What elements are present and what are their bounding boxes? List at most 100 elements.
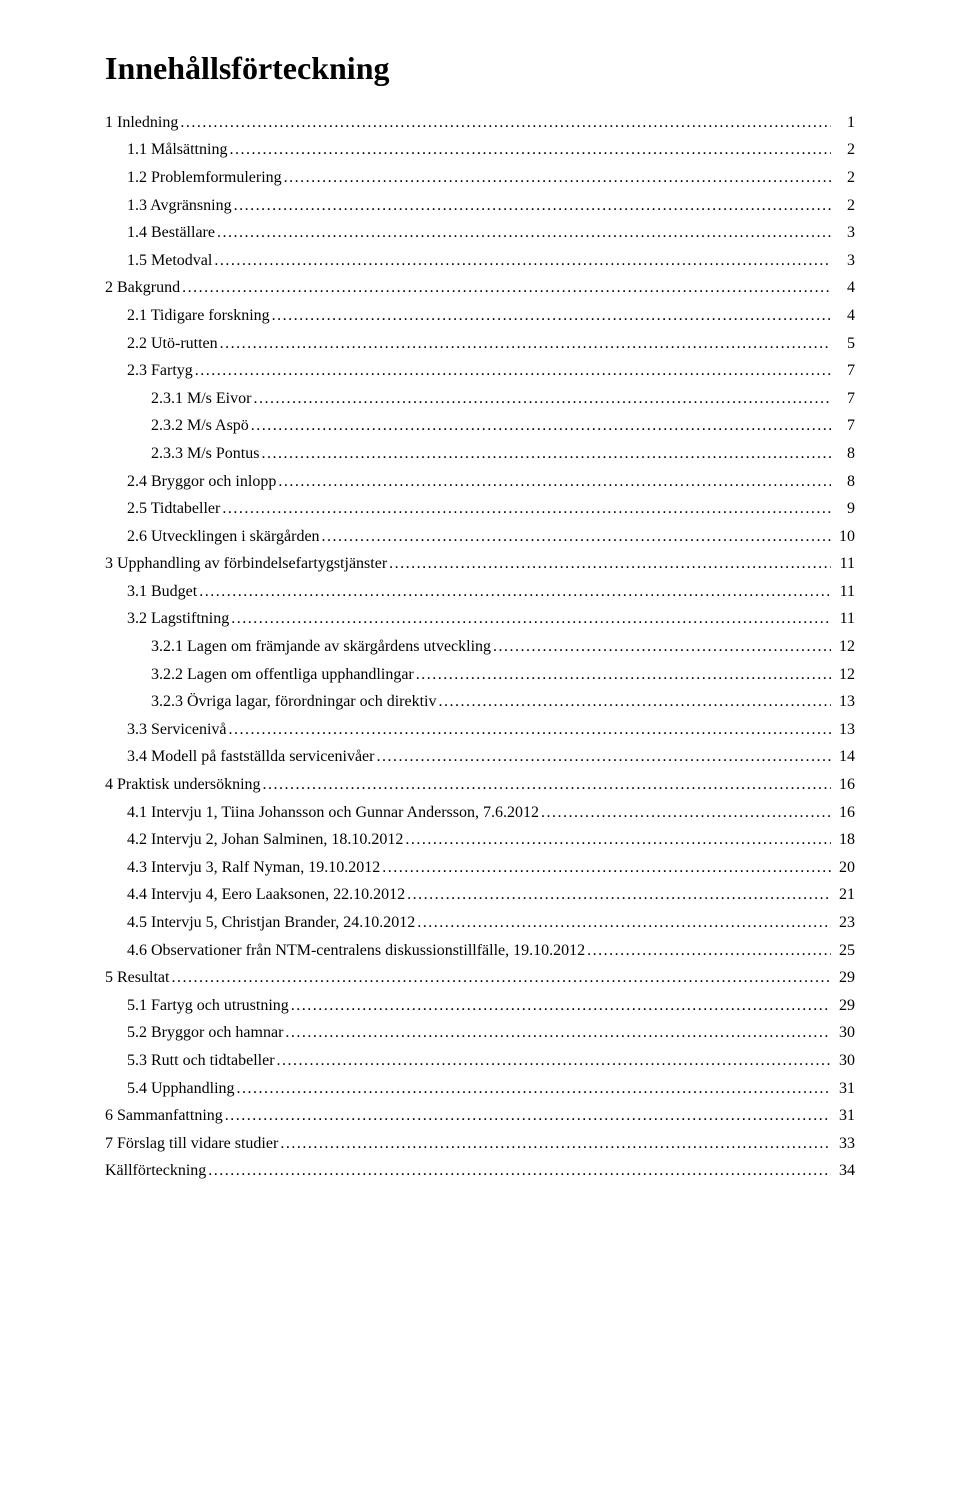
toc-leader-dots — [217, 225, 831, 241]
toc-leader-dots — [229, 142, 831, 158]
toc-entry-page: 18 — [833, 832, 855, 848]
toc-leader-dots — [407, 887, 831, 903]
toc-row: 2.2 Utö-rutten 5 — [105, 330, 855, 358]
toc-entry-page: 11 — [833, 611, 855, 627]
toc-entry-label: 5.1 Fartyg och utrustning — [127, 998, 289, 1014]
toc-leader-dots — [493, 639, 831, 655]
toc-entry-label: 5.2 Bryggor och hamnar — [127, 1025, 283, 1041]
toc-row: 3.2.2 Lagen om offentliga upphandlingar 1… — [105, 661, 855, 689]
toc-entry-label: 2.4 Bryggor och inlopp — [127, 474, 276, 490]
toc-entry-page: 7 — [833, 363, 855, 379]
table-of-contents: 1 Inledning 1 1.1 Målsättning 2 1.2 Problemf… — [105, 109, 855, 1185]
toc-row: 3.2.3 Övriga lagar, förordningar och dir… — [105, 688, 855, 716]
toc-entry-page: 33 — [833, 1136, 855, 1152]
toc-entry-page: 8 — [833, 474, 855, 490]
toc-entry-page: 16 — [833, 805, 855, 821]
toc-entry-label: 3.2 Lagstiftning — [127, 611, 229, 627]
toc-leader-dots — [222, 501, 831, 517]
toc-leader-dots — [285, 1025, 831, 1041]
toc-leader-dots — [208, 1163, 831, 1179]
toc-row: 2.5 Tidtabeller9 — [105, 495, 855, 523]
toc-entry-page: 31 — [833, 1081, 855, 1097]
toc-entry-label: 5 Resultat — [105, 970, 169, 986]
toc-leader-dots — [261, 446, 831, 462]
toc-entry-label: 4.6 Observationer från NTM-centralens di… — [127, 943, 585, 959]
toc-row: 4.2 Intervju 2, Johan Salminen, 18.10.20… — [105, 826, 855, 854]
toc-entry-label: 3.2.2 Lagen om offentliga upphandlingar — [151, 667, 414, 683]
toc-entry-page: 21 — [833, 887, 855, 903]
toc-leader-dots — [229, 722, 831, 738]
toc-row: 5.4 Upphandling31 — [105, 1075, 855, 1103]
toc-entry-page: 9 — [833, 501, 855, 517]
toc-row: 4.3 Intervju 3, Ralf Nyman, 19.10.201220 — [105, 854, 855, 882]
toc-row: 2.6 Utvecklingen i skärgården10 — [105, 523, 855, 551]
toc-entry-page: 7 — [833, 418, 855, 434]
toc-leader-dots — [214, 253, 831, 269]
toc-row: 4.1 Intervju 1, Tiina Johansson och Gunn… — [105, 799, 855, 827]
toc-entry-label: 3 Upphandling av förbindelsefartygstjäns… — [105, 556, 387, 572]
toc-leader-dots — [195, 363, 831, 379]
toc-entry-page: 4 — [833, 280, 855, 296]
toc-row: 2.3.3 M/s Pontus8 — [105, 440, 855, 468]
toc-entry-page: 10 — [833, 529, 855, 545]
toc-entry-label: 1 Inledning — [105, 115, 178, 131]
toc-entry-page: 11 — [833, 584, 855, 600]
toc-entry-page: 2 — [833, 142, 855, 158]
toc-row: 1.1 Målsättning 2 — [105, 137, 855, 165]
toc-row: 3.1 Budget 11 — [105, 578, 855, 606]
toc-leader-dots — [417, 915, 831, 931]
toc-entry-label: 4.5 Intervju 5, Christjan Brander, 24.10… — [127, 915, 415, 931]
toc-entry-page: 13 — [833, 694, 855, 710]
page-container: Innehållsförteckning 1 Inledning 1 1.1 Mål… — [0, 0, 960, 1497]
toc-leader-dots — [231, 611, 831, 627]
toc-entry-page: 5 — [833, 336, 855, 352]
toc-entry-label: 3.1 Budget — [127, 584, 197, 600]
toc-leader-dots — [280, 1136, 831, 1152]
toc-entry-page: 11 — [833, 556, 855, 572]
toc-entry-page: 7 — [833, 391, 855, 407]
toc-row: 3.2.1 Lagen om främjande av skärgårdens … — [105, 633, 855, 661]
toc-entry-label: 2.3.2 M/s Aspö — [151, 418, 249, 434]
toc-leader-dots — [251, 418, 831, 434]
toc-entry-label: 1.1 Målsättning — [127, 142, 227, 158]
toc-entry-label: 4.4 Intervju 4, Eero Laaksonen, 22.10.20… — [127, 887, 405, 903]
toc-entry-label: 1.4 Beställare — [127, 225, 215, 241]
toc-row: 3.3 Servicenivå13 — [105, 716, 855, 744]
toc-entry-page: 14 — [833, 749, 855, 765]
toc-entry-page: 3 — [833, 225, 855, 241]
toc-row: 4.5 Intervju 5, Christjan Brander, 24.10… — [105, 909, 855, 937]
toc-leader-dots — [272, 308, 831, 324]
toc-entry-page: 2 — [833, 198, 855, 214]
toc-row: 3 Upphandling av förbindelsefartygstjäns… — [105, 551, 855, 579]
toc-leader-dots — [277, 1053, 831, 1069]
toc-leader-dots — [182, 280, 831, 296]
toc-entry-label: 4 Praktisk undersökning — [105, 777, 261, 793]
toc-row: 5.1 Fartyg och utrustning 29 — [105, 992, 855, 1020]
page-title: Innehållsförteckning — [105, 50, 855, 87]
toc-entry-page: 30 — [833, 1025, 855, 1041]
toc-entry-label: 1.2 Problemformulering — [127, 170, 282, 186]
toc-entry-label: 2.1 Tidigare forskning — [127, 308, 270, 324]
toc-entry-label: 3.2.1 Lagen om främjande av skärgårdens … — [151, 639, 491, 655]
toc-entry-label: 2.2 Utö-rutten — [127, 336, 218, 352]
toc-row: Källförteckning34 — [105, 1158, 855, 1186]
toc-entry-page: 1 — [833, 115, 855, 131]
toc-row: 5 Resultat29 — [105, 964, 855, 992]
toc-leader-dots — [253, 391, 831, 407]
toc-row: 2.4 Bryggor och inlopp 8 — [105, 468, 855, 496]
toc-leader-dots — [284, 170, 831, 186]
toc-leader-dots — [263, 777, 831, 793]
toc-entry-page: 23 — [833, 915, 855, 931]
toc-leader-dots — [171, 970, 831, 986]
toc-entry-page: 25 — [833, 943, 855, 959]
toc-entry-label: 3.4 Modell på fastställda servicenivåer — [127, 749, 374, 765]
toc-leader-dots — [291, 998, 831, 1014]
toc-entry-page: 12 — [833, 667, 855, 683]
toc-row: 2.3.2 M/s Aspö 7 — [105, 413, 855, 441]
toc-leader-dots — [180, 115, 831, 131]
toc-leader-dots — [439, 694, 832, 710]
toc-entry-page: 29 — [833, 998, 855, 1014]
toc-entry-label: 7 Förslag till vidare studier — [105, 1136, 278, 1152]
toc-entry-page: 2 — [833, 170, 855, 186]
toc-entry-page: 4 — [833, 308, 855, 324]
